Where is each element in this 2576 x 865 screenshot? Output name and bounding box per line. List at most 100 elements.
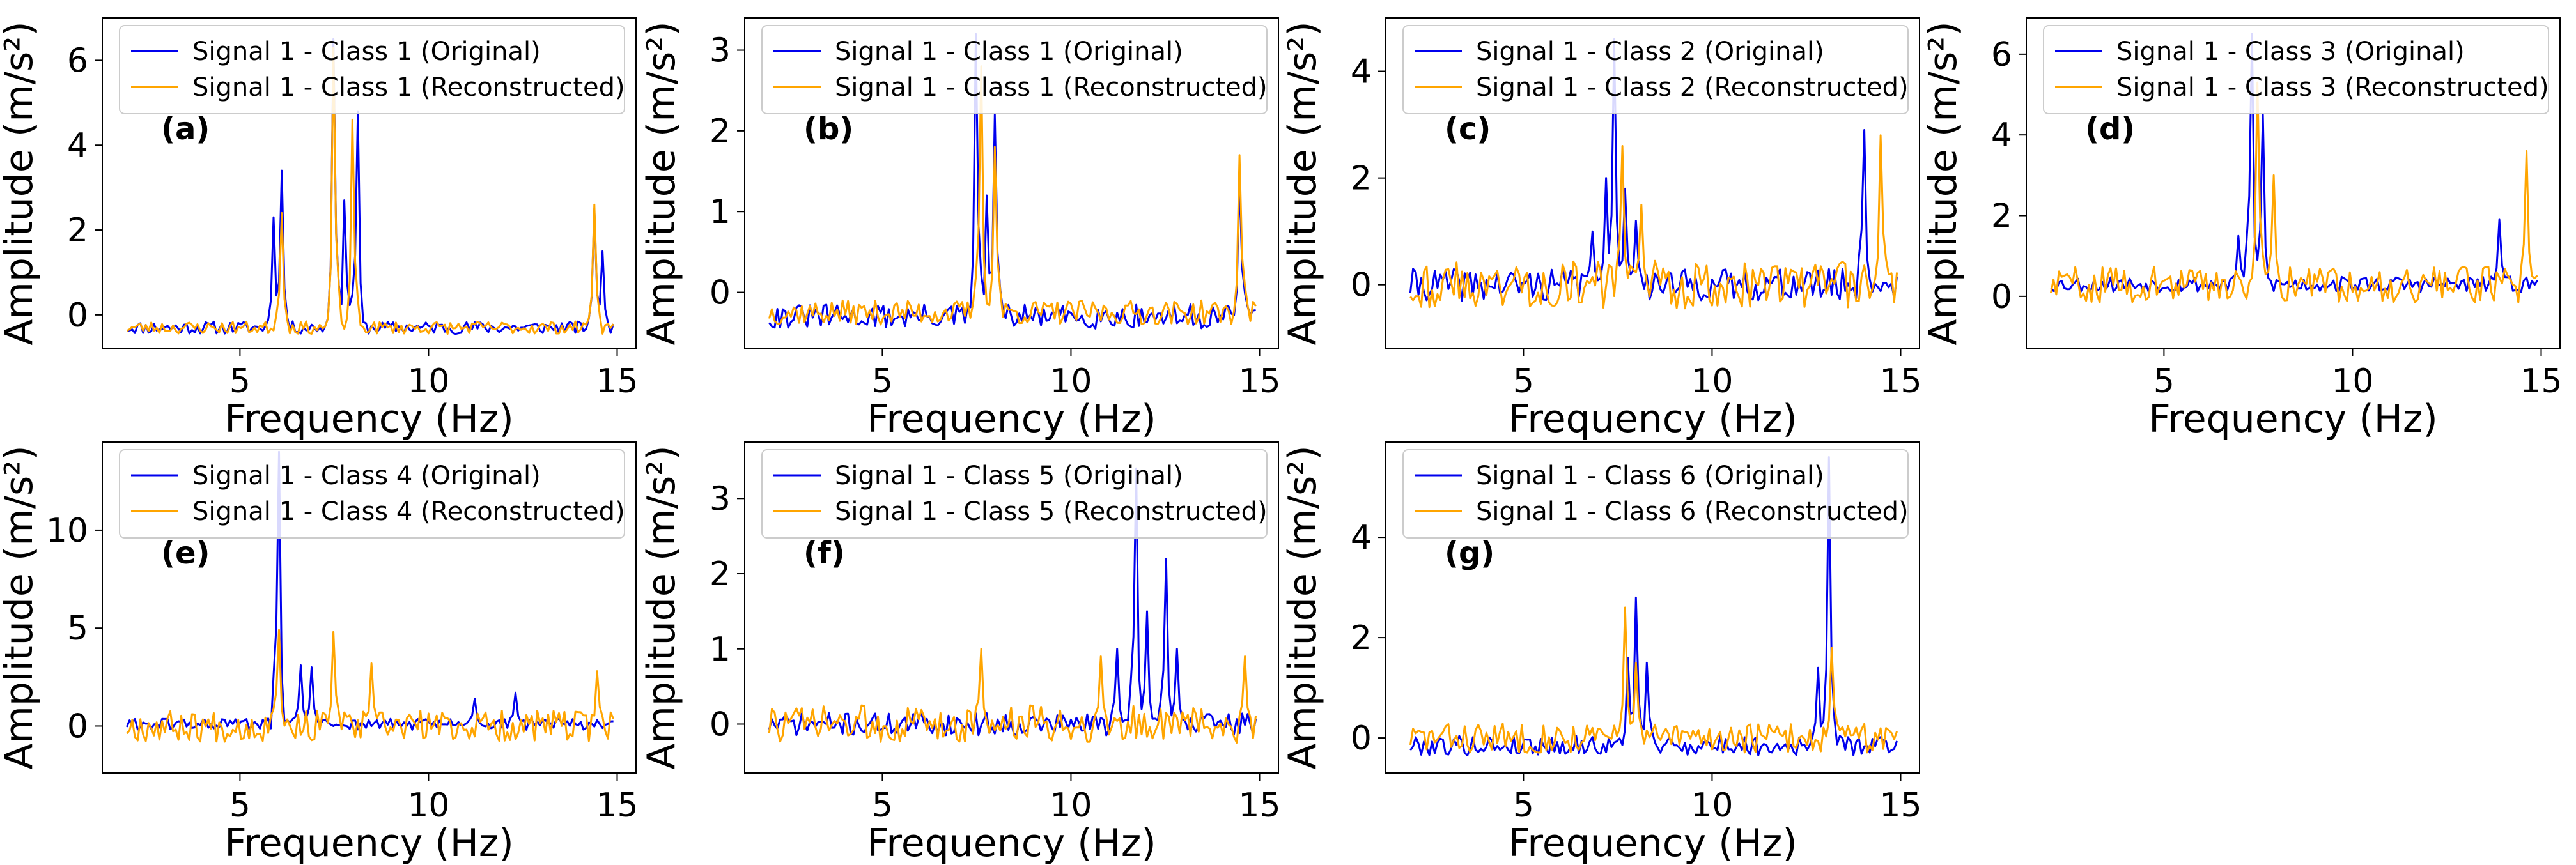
- x-tick-label: 15: [1238, 786, 1280, 825]
- y-tick-label: 5: [67, 609, 88, 648]
- y-tick-label: 0: [1351, 719, 1372, 758]
- chart-panel: 5 10 15 0 1 2 3 Frequency (Hz) Amplitude (m/s²) (…: [639, 17, 1281, 441]
- axes-frame: [102, 17, 637, 349]
- legend-label-original: Signal 1 - Class 1 (Original): [835, 37, 1183, 66]
- axes-frame: [1385, 441, 1920, 774]
- legend-box: [119, 25, 625, 114]
- x-axis-label: Frequency (Hz): [867, 397, 1156, 441]
- x-tick-label: 5: [229, 362, 251, 401]
- series-original-line: [1409, 456, 1898, 756]
- legend: Signal 1 - Class 6 (Original) Signal 1 - …: [1402, 449, 1909, 539]
- chart-panel: 5 10 15 0 2 4 Frequency (Hz) Amplitude (m/s²) (c…: [1280, 17, 1922, 441]
- x-tick-label: 5: [229, 786, 251, 825]
- x-tick-label: 15: [596, 362, 638, 401]
- y-tick-label: 4: [67, 126, 88, 165]
- panel-label: (d): [2085, 111, 2135, 147]
- x-axis-label: Frequency (Hz): [224, 397, 513, 441]
- legend: Signal 1 - Class 2 (Original) Signal 1 - …: [1402, 25, 1909, 114]
- y-axis-label: Amplitude (m/s²): [639, 445, 684, 769]
- legend-box: [2043, 25, 2549, 114]
- y-axis-label: Amplitude (m/s²): [0, 445, 42, 769]
- x-tick-label: 15: [1879, 362, 1921, 401]
- y-tick-label: 0: [1991, 278, 2012, 316]
- legend-label-reconstructed: Signal 1 - Class 1 (Reconstructed): [835, 73, 1268, 102]
- series-reconstructed-line: [768, 65, 1257, 326]
- legend-label-original: Signal 1 - Class 1 (Original): [192, 37, 541, 66]
- series-original-line: [1409, 38, 1898, 302]
- chart-panel: 5 10 15 0 2 4 6 Frequency (Hz) Amplitude (m/s²) (…: [1921, 17, 2563, 441]
- y-tick-label: 3: [710, 32, 731, 70]
- x-axis-label: Frequency (Hz): [224, 821, 513, 865]
- x-axis-label: Frequency (Hz): [1508, 821, 1797, 865]
- legend-label-original: Signal 1 - Class 6 (Original): [1476, 461, 1824, 491]
- y-tick-label: 10: [46, 512, 88, 550]
- legend-label-reconstructed: Signal 1 - Class 3 (Reconstructed): [2116, 73, 2549, 102]
- axes-frame: [102, 441, 637, 774]
- panel-label: (c): [1445, 111, 1491, 147]
- x-tick-label: 10: [407, 786, 449, 825]
- y-tick-label: 0: [710, 705, 731, 744]
- y-tick-label: 2: [1991, 197, 2012, 236]
- legend: Signal 1 - Class 4 (Original) Signal 1 - …: [119, 449, 625, 539]
- y-tick-label: 2: [1351, 619, 1372, 657]
- chart-panel: 5 10 15 0 2 4 Frequency (Hz) Amplitude (m/s²) (g…: [1280, 441, 1922, 865]
- y-tick-label: 1: [710, 193, 731, 231]
- x-tick-label: 15: [1879, 786, 1921, 825]
- panel-label: (a): [161, 111, 210, 147]
- y-axis-label: Amplitude (m/s²): [0, 21, 42, 345]
- x-tick-label: 5: [1513, 362, 1534, 401]
- y-tick-label: 6: [1991, 36, 2012, 74]
- y-tick-label: 2: [1351, 160, 1372, 198]
- legend-box: [1402, 25, 1909, 114]
- x-tick-label: 10: [1691, 786, 1733, 825]
- legend: Signal 1 - Class 3 (Original) Signal 1 - …: [2043, 25, 2549, 114]
- legend-label-reconstructed: Signal 1 - Class 4 (Reconstructed): [192, 497, 625, 526]
- x-tick-label: 10: [1050, 786, 1092, 825]
- y-tick-label: 2: [710, 112, 731, 151]
- y-tick-label: 2: [710, 555, 731, 593]
- y-axis-label: Amplitude (m/s²): [1280, 21, 1325, 345]
- y-tick-label: 1: [710, 631, 731, 669]
- legend-label-original: Signal 1 - Class 4 (Original): [192, 461, 541, 491]
- legend-label-reconstructed: Signal 1 - Class 2 (Reconstructed): [1476, 73, 1909, 102]
- y-tick-label: 0: [710, 274, 731, 312]
- x-axis-label: Frequency (Hz): [2148, 397, 2437, 441]
- series-reconstructed-line: [768, 648, 1257, 744]
- panel-label: (f): [803, 535, 845, 571]
- legend-box: [119, 449, 625, 539]
- legend-label-original: Signal 1 - Class 3 (Original): [2116, 37, 2465, 66]
- y-tick-label: 0: [1351, 266, 1372, 305]
- legend-box: [761, 449, 1268, 539]
- legend-label-original: Signal 1 - Class 5 (Original): [835, 461, 1183, 491]
- legend: Signal 1 - Class 1 (Original) Signal 1 - …: [119, 25, 625, 114]
- x-tick-label: 10: [2331, 362, 2373, 401]
- chart-panel: 5 10 15 0 1 2 3 Frequency (Hz) Amplitude (m/s²) (…: [639, 441, 1281, 865]
- series-reconstructed-line: [126, 629, 614, 743]
- x-tick-label: 10: [407, 362, 449, 401]
- series-reconstructed-line: [2049, 81, 2538, 303]
- x-tick-label: 10: [1050, 362, 1092, 401]
- y-tick-label: 4: [1991, 116, 2012, 155]
- y-axis-label: Amplitude (m/s²): [639, 21, 684, 345]
- series-reconstructed-line: [1409, 606, 1898, 754]
- x-axis-label: Frequency (Hz): [1508, 397, 1797, 441]
- y-tick-label: 2: [67, 211, 88, 250]
- y-tick-label: 0: [67, 707, 88, 746]
- series-reconstructed-line: [126, 47, 614, 335]
- legend-label-reconstructed: Signal 1 - Class 5 (Reconstructed): [835, 497, 1268, 526]
- legend-box: [1402, 449, 1909, 539]
- x-axis-label: Frequency (Hz): [867, 821, 1156, 865]
- axes-frame: [2026, 17, 2561, 349]
- x-tick-label: 5: [2153, 362, 2175, 401]
- x-tick-label: 5: [1513, 786, 1534, 825]
- chart-panel: 5 10 15 0 2 4 6 Frequency (Hz) Amplitude (m/s²) (…: [0, 17, 639, 441]
- axes-frame: [744, 17, 1279, 349]
- legend-box: [761, 25, 1268, 114]
- y-tick-label: 0: [67, 296, 88, 335]
- legend-label-original: Signal 1 - Class 2 (Original): [1476, 37, 1824, 66]
- series-reconstructed-line: [1409, 134, 1898, 310]
- y-tick-label: 6: [67, 42, 88, 80]
- legend-label-reconstructed: Signal 1 - Class 1 (Reconstructed): [192, 73, 625, 102]
